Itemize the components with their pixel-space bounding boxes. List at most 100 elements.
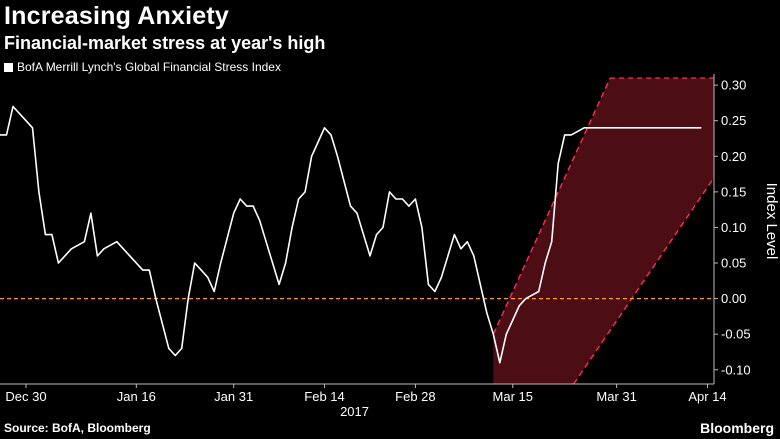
data-point xyxy=(512,319,514,321)
trend-channel-upper-line xyxy=(492,77,611,335)
data-point xyxy=(181,347,183,350)
trend-channel-band xyxy=(493,78,714,384)
legend: BofA Merrill Lynch's Global Financial St… xyxy=(4,60,281,74)
data-point xyxy=(297,198,300,200)
trend-channel-lower-line xyxy=(573,177,715,385)
x-tick-label: Mar 15 xyxy=(493,389,533,404)
y-tick-label: 0.00 xyxy=(721,291,746,306)
data-point xyxy=(317,141,319,143)
data-point xyxy=(388,191,391,193)
data-point xyxy=(64,255,66,257)
brand-logo: Bloomberg xyxy=(700,420,774,436)
data-point xyxy=(0,134,1,136)
chart-subtitle: Financial-market stress at year's high xyxy=(4,33,326,53)
data-point xyxy=(408,205,410,207)
data-point xyxy=(499,362,501,364)
series-line xyxy=(0,105,701,364)
chart-title: Increasing Anxiety xyxy=(4,2,229,30)
data-point xyxy=(661,127,663,129)
data-point xyxy=(25,120,27,122)
data-point xyxy=(414,198,417,200)
data-point xyxy=(700,127,702,129)
data-point xyxy=(38,191,40,193)
data-point xyxy=(590,127,592,129)
data-point xyxy=(220,262,222,264)
y-tick-label: 0.25 xyxy=(721,113,746,128)
data-point xyxy=(551,241,553,243)
data-point xyxy=(544,262,546,264)
data-point xyxy=(635,127,637,129)
data-point xyxy=(174,354,176,357)
data-point xyxy=(5,134,8,136)
data-point xyxy=(674,127,676,129)
data-point xyxy=(233,212,235,214)
y-tick-label: 0.15 xyxy=(721,184,746,199)
data-point xyxy=(564,134,566,136)
data-point xyxy=(90,212,92,214)
data-point xyxy=(57,262,60,264)
data-point xyxy=(629,127,631,129)
data-point xyxy=(278,283,280,285)
data-point xyxy=(200,269,202,271)
data-point xyxy=(369,255,371,257)
y-axis-title: Index Level xyxy=(763,183,780,260)
data-point xyxy=(525,298,527,300)
data-point xyxy=(473,255,475,257)
data-point xyxy=(440,276,442,278)
data-point xyxy=(31,127,34,129)
data-point xyxy=(336,155,339,157)
x-tick-label: Jan 16 xyxy=(117,389,156,404)
data-point xyxy=(395,198,397,200)
data-point xyxy=(194,262,196,264)
y-tick-label: 0.30 xyxy=(721,78,746,93)
y-tick-label: -0.05 xyxy=(721,327,751,342)
data-point xyxy=(239,198,241,200)
data-point xyxy=(310,155,313,157)
data-point xyxy=(434,290,436,293)
data-point xyxy=(51,233,53,236)
data-point xyxy=(518,305,520,307)
data-point xyxy=(70,248,72,250)
data-point xyxy=(401,198,404,200)
data-point xyxy=(168,347,170,350)
data-point xyxy=(616,127,618,129)
legend-swatch-icon xyxy=(4,62,13,72)
data-point xyxy=(207,276,209,278)
data-point xyxy=(285,262,287,264)
y-tick-label: 0.10 xyxy=(721,220,746,235)
x-tick-label: Apr 14 xyxy=(688,389,726,404)
data-point xyxy=(12,105,14,108)
data-point xyxy=(83,241,85,243)
data-point xyxy=(427,283,429,285)
data-point xyxy=(304,191,306,193)
data-point xyxy=(609,127,611,129)
data-point xyxy=(421,226,423,229)
data-point xyxy=(375,233,378,236)
data-point xyxy=(148,269,150,271)
data-point xyxy=(486,312,488,314)
data-point xyxy=(583,127,585,129)
data-point xyxy=(654,127,657,129)
source-note: Source: BofA, Bloomberg xyxy=(4,421,151,435)
data-point xyxy=(570,134,572,136)
x-tick-label: Jan 31 xyxy=(214,389,253,404)
data-point xyxy=(460,248,462,250)
data-point xyxy=(259,219,261,221)
legend-label: BofA Merrill Lynch's Global Financial St… xyxy=(17,60,281,74)
data-point xyxy=(603,127,605,129)
data-point xyxy=(693,127,696,129)
data-point xyxy=(96,255,98,257)
data-point xyxy=(382,226,384,229)
data-point xyxy=(642,127,644,129)
data-point xyxy=(648,127,650,129)
data-point xyxy=(538,290,540,293)
data-point xyxy=(187,298,189,300)
data-point xyxy=(103,248,105,250)
data-point xyxy=(213,290,215,293)
data-point xyxy=(687,127,689,129)
data-point xyxy=(349,205,352,207)
data-point xyxy=(323,127,326,129)
data-point xyxy=(129,255,131,257)
data-point xyxy=(680,127,683,129)
data-point xyxy=(505,333,507,335)
